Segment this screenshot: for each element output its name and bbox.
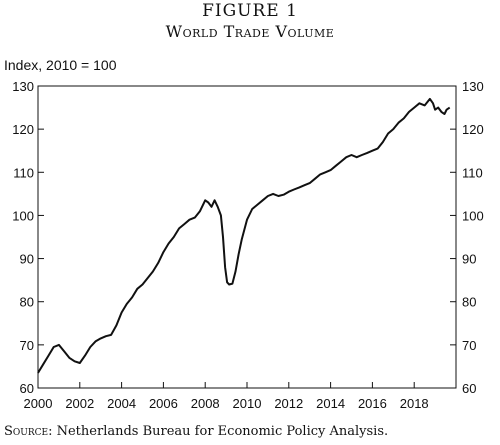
- y-axis-unit-label: Index, 2010 = 100: [4, 57, 117, 73]
- y-tick-label-right: 80: [462, 295, 476, 310]
- source-note: Source: Netherlands Bureau for Economic …: [4, 424, 388, 439]
- y-tick-label-left: 110: [13, 165, 34, 180]
- plot-frame: [37, 85, 457, 389]
- y-tick-label-left: 70: [20, 338, 34, 353]
- y-tick-label-right: 120: [462, 122, 484, 137]
- y-tick-label-right: 70: [462, 338, 476, 353]
- source-prefix: Source:: [4, 424, 53, 439]
- chart-title: World Trade Volume: [165, 22, 335, 41]
- x-tick-label: 2002: [65, 396, 94, 411]
- y-axis-left: 60 70 80 90 100 110 120 130: [12, 79, 44, 396]
- x-tick-label: 2004: [107, 396, 136, 411]
- x-tick-label: 2000: [24, 396, 53, 411]
- figure-label: FIGURE 1: [202, 1, 298, 21]
- series-line-world-trade-volume: [37, 97, 451, 374]
- x-tick-label: 2016: [358, 396, 387, 411]
- x-tick-label: 2012: [274, 396, 303, 411]
- y-tick-label-left: 60: [20, 381, 34, 396]
- x-tick-label: 2008: [191, 396, 220, 411]
- x-axis: 2000 2002 2004 2006 2008 2010 2012 2014 2016 2018: [24, 382, 429, 411]
- source-text: Netherlands Bureau for Economic Policy A…: [52, 424, 389, 439]
- y-tick-label-left: 90: [20, 252, 34, 267]
- y-tick-label-right: 60: [462, 381, 476, 396]
- y-tick-label-right: 90: [462, 252, 476, 267]
- y-tick-label-right: 100: [462, 208, 484, 223]
- y-tick-label-left: 100: [12, 208, 34, 223]
- x-tick-label: 2006: [149, 396, 178, 411]
- y-tick-label-left: 80: [20, 295, 34, 310]
- x-tick-label: 2018: [400, 396, 429, 411]
- x-tick-label: 2014: [316, 396, 345, 411]
- y-tick-label-right: 130: [462, 79, 484, 94]
- y-tick-label-left: 120: [12, 122, 34, 137]
- y-axis-right: 60 70 80 90 100 110 120 130: [450, 79, 484, 396]
- y-tick-label-left: 130: [12, 79, 34, 94]
- x-tick-label: 2010: [233, 396, 262, 411]
- y-tick-label-right: 110: [462, 165, 483, 180]
